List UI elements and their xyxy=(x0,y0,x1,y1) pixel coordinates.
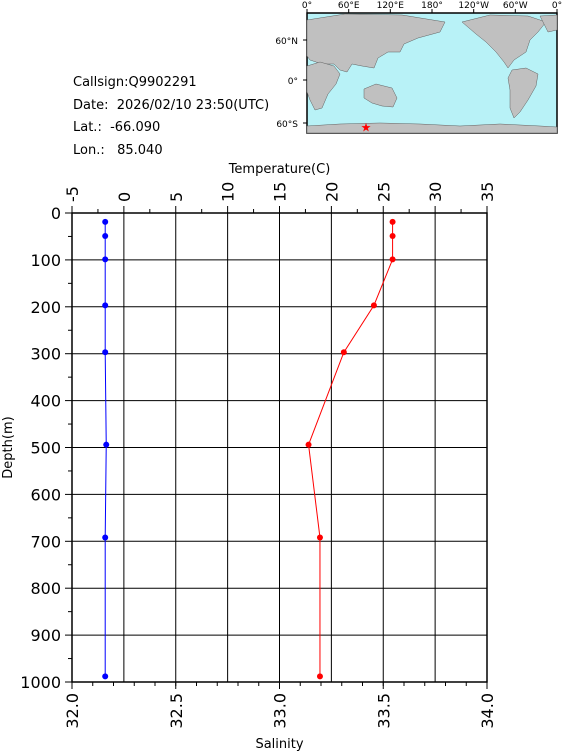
map-top-labels: 0° 60°E 120°E 180° 120°W 60°W 0° xyxy=(302,1,562,11)
map-lat-label: 0° xyxy=(288,77,298,87)
longitude-text: Lon.: 85.040 xyxy=(73,142,163,158)
date-text: Date: 2026/02/10 23:50(UTC) xyxy=(73,97,270,113)
temperature-tick-label: 30 xyxy=(426,182,445,202)
temperature-data-point xyxy=(389,218,396,225)
land-antarctica xyxy=(306,122,558,134)
temperature-tick-label: 5 xyxy=(167,192,186,202)
land-south-america xyxy=(507,67,539,119)
map-lat-label: 60°N xyxy=(275,37,298,47)
temperature-data-point xyxy=(316,673,323,680)
temperature-tick-label: 10 xyxy=(219,182,238,202)
map-lon-label: 60°W xyxy=(503,1,528,11)
world-map: 0° 60°E 120°E 180° 120°W 60°W 0° 60°N 0°… xyxy=(275,1,562,134)
temperature-data-point xyxy=(305,441,312,448)
map-lon-label: 120°E xyxy=(377,1,405,11)
salinity-axis-title: Salinity xyxy=(255,737,303,751)
depth-tick-label: 1000 xyxy=(20,673,61,692)
depth-tick-label: 800 xyxy=(30,579,61,598)
temperature-tick-label: -5 xyxy=(63,186,82,202)
salinity-tick-label: 34.0 xyxy=(478,693,497,729)
salinity-data-point xyxy=(102,302,109,309)
map-lon-label: 0° xyxy=(552,1,562,11)
depth-tick-label: 700 xyxy=(30,532,61,551)
series-layer xyxy=(102,218,396,680)
salinity-data-point xyxy=(102,232,109,239)
salinity-data-point xyxy=(102,349,109,356)
map-land xyxy=(306,13,558,134)
temperature-axis-title: Temperature(C) xyxy=(228,162,331,177)
depth-tick-label: 100 xyxy=(30,251,61,270)
land-australia xyxy=(363,83,398,108)
depth-tick-label: 200 xyxy=(30,298,61,317)
profile-location-marker: ★ xyxy=(361,120,372,134)
salinity-data-point xyxy=(102,256,109,263)
depth-tick-label: 0 xyxy=(51,204,61,223)
salinity-tick-label: 32.0 xyxy=(63,693,82,729)
map-lat-labels: 60°N 0° 60°S xyxy=(275,37,298,130)
temperature-data-point xyxy=(316,534,323,541)
map-top-ticks xyxy=(306,9,558,13)
land-africa xyxy=(306,61,341,111)
salinity-data-point xyxy=(102,218,109,225)
salinity-profile-line xyxy=(104,221,107,677)
land-north-america xyxy=(461,14,547,69)
salinity-data-point xyxy=(103,441,110,448)
temperature-profile-line xyxy=(308,221,394,677)
map-lat-ticks xyxy=(303,39,307,124)
depth-tick-label: 600 xyxy=(30,485,61,504)
temperature-data-point xyxy=(389,256,396,263)
map-lon-label: 180° xyxy=(421,1,443,11)
depth-tick-label: 500 xyxy=(30,439,61,458)
callsign-text: Callsign:Q9902291 xyxy=(73,75,197,90)
temperature-tick-label: 15 xyxy=(271,182,290,202)
temperature-tick-label: 25 xyxy=(374,182,393,202)
map-lon-label: 120°W xyxy=(458,1,489,11)
temperature-tick-label: 0 xyxy=(115,192,134,202)
latitude-text: Lat.: -66.090 xyxy=(73,120,161,135)
salinity-data-point xyxy=(102,534,109,541)
depth-tick-label: 900 xyxy=(30,626,61,645)
map-lon-label: 0° xyxy=(302,1,312,11)
temperature-data-point xyxy=(389,232,396,239)
temperature-data-point xyxy=(340,349,347,356)
salinity-tick-label: 33.5 xyxy=(374,693,393,729)
land-greenland xyxy=(539,14,558,33)
depth-tick-label: 400 xyxy=(30,392,61,411)
map-lat-label: 60°S xyxy=(276,120,298,130)
depth-tick-label: 300 xyxy=(30,345,61,364)
chart-grid xyxy=(72,213,487,682)
salinity-data-point xyxy=(102,673,109,680)
salinity-tick-label: 32.5 xyxy=(167,693,186,729)
temperature-tick-label: 20 xyxy=(322,182,341,202)
temperature-tick-label: 35 xyxy=(478,182,497,202)
depth-axis-title: Depth(m) xyxy=(1,416,16,478)
temperature-data-point xyxy=(370,302,377,309)
salinity-tick-label: 33.0 xyxy=(271,693,290,729)
map-lon-label: 60°E xyxy=(338,1,360,11)
profile-info: Callsign:Q9902291 Date: 2026/02/10 23:50… xyxy=(73,72,269,162)
